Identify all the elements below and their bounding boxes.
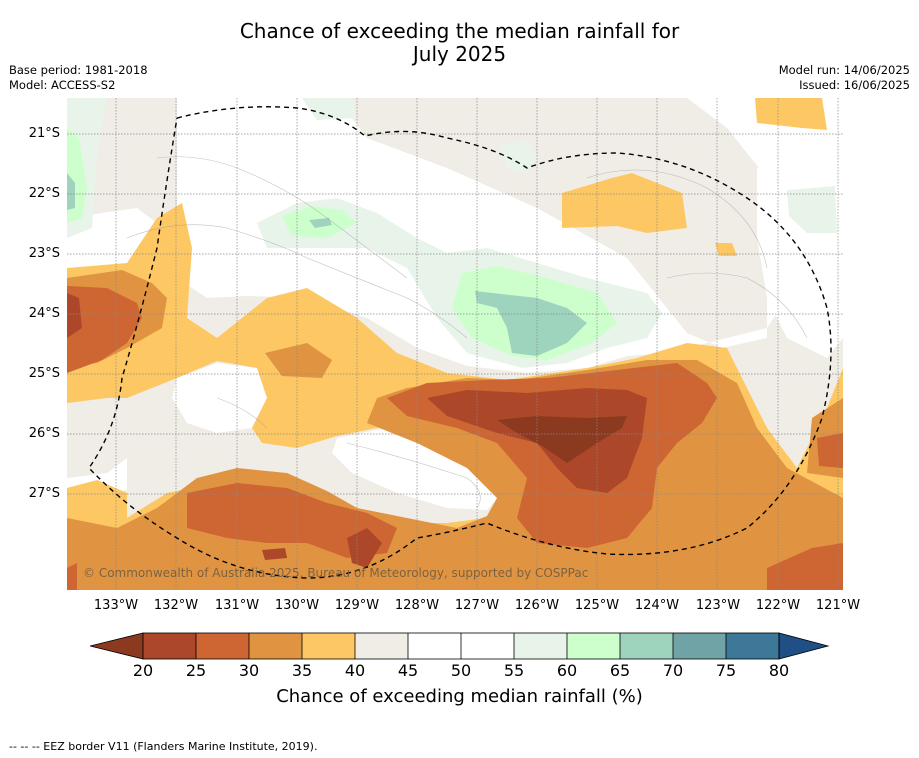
base-period: Base period: 1981-2018	[9, 63, 148, 77]
zone-20-25-south	[347, 528, 382, 568]
colorbar-bin	[514, 633, 567, 659]
lon-label: 125°W	[574, 598, 620, 613]
colorbar-bin	[302, 633, 355, 659]
zone-25-30-west	[67, 286, 142, 373]
colorbar-tick: 25	[185, 661, 207, 680]
lon-label: 127°W	[454, 598, 500, 613]
colorbar-high-arrow	[778, 632, 830, 660]
zone-45-55-southwest-pocket	[172, 363, 267, 433]
contour-lines	[126, 156, 808, 509]
colorbar-tick: 45	[397, 661, 419, 680]
map-title-line-2: July 2025	[412, 42, 507, 66]
zone-45-55-north	[177, 98, 843, 373]
colorbar-bin	[408, 633, 461, 659]
zone-20-25-west	[67, 293, 82, 338]
lat-label: 23°S	[28, 246, 60, 261]
colorbar-tick: 75	[715, 661, 737, 680]
zone-35-40-northeast	[562, 173, 687, 233]
zone-30-35-small	[265, 343, 332, 378]
colorbar-tick: 50	[450, 661, 472, 680]
zone-65-70-west	[309, 218, 332, 228]
colorbar-tick: 55	[503, 661, 525, 680]
zone-55-60-north-spot	[500, 140, 537, 173]
lat-label: 24°S	[28, 306, 60, 321]
lat-label: 25°S	[28, 366, 60, 381]
zone-55-60-north-strip	[302, 98, 357, 120]
zone-20-25-south-small	[262, 548, 287, 560]
lat-label: 26°S	[28, 426, 60, 441]
colorbar-low-arrow	[90, 632, 144, 660]
colorbar-bin	[143, 633, 196, 659]
zone-below-20	[497, 416, 627, 463]
zone-25-30-east-spot	[817, 433, 843, 468]
lon-label: 130°W	[274, 598, 320, 613]
colorbar-tick: 60	[556, 661, 578, 680]
lon-label: 123°W	[695, 598, 741, 613]
lon-label: 124°W	[634, 598, 680, 613]
eez-footnote: -- -- -- EEZ border V11 (Flanders Marine…	[9, 740, 318, 753]
map-title-line-1: Chance of exceeding the median rainfall …	[239, 19, 680, 43]
model-name: Model: ACCESS-S2	[9, 78, 116, 92]
colorbar-bin	[567, 633, 620, 659]
zone-35-40-top-right	[755, 98, 827, 130]
zone-25-30-southwest	[67, 563, 77, 590]
colorbar-bin	[673, 633, 726, 659]
lon-label: 129°W	[334, 598, 380, 613]
colorbar-bin	[355, 633, 408, 659]
model-run: Model run: 14/06/2025	[778, 63, 910, 77]
eez-border	[88, 106, 832, 579]
colorbar-label: Chance of exceeding median rainfall (%)	[276, 686, 643, 707]
zone-55-60-northeast-spot	[787, 186, 837, 233]
colorbar-tick: 80	[768, 661, 790, 680]
graticule	[67, 98, 843, 590]
lon-label: 131°W	[214, 598, 260, 613]
lat-label: 27°S	[28, 486, 60, 501]
lon-label: 132°W	[153, 598, 199, 613]
colorbar-tick: 40	[344, 661, 366, 680]
zone-65-70-west-edge	[67, 173, 75, 210]
issued-date: Issued: 16/06/2025	[799, 78, 910, 92]
zone-25-30-southeast	[767, 543, 843, 590]
lon-label: 133°W	[93, 598, 139, 613]
lon-label: 126°W	[514, 598, 560, 613]
rainfall-map: © Commonwealth of Australia 2025, Bureau…	[67, 98, 843, 590]
lat-label: 22°S	[28, 186, 60, 201]
colorbar	[90, 632, 830, 660]
lon-label: 121°W	[815, 598, 861, 613]
colorbar-tick: 20	[132, 661, 154, 680]
lon-label: 128°W	[394, 598, 440, 613]
colorbar-tick: 30	[238, 661, 260, 680]
colorbar-bin	[249, 633, 302, 659]
colorbar-bin	[196, 633, 249, 659]
zone-25-30-south	[187, 483, 397, 558]
zone-35-40-small-east	[715, 243, 737, 256]
colorbar-tick: 35	[291, 661, 313, 680]
colorbar-bin	[726, 633, 779, 659]
zone-65-70-central	[475, 291, 587, 356]
colorbar-tick: 65	[609, 661, 631, 680]
colorbar-tick: 70	[662, 661, 684, 680]
copyright-notice: © Commonwealth of Australia 2025, Bureau…	[83, 566, 588, 580]
colorbar-bin	[461, 633, 514, 659]
lat-label: 21°S	[28, 126, 60, 141]
lon-label: 122°W	[755, 598, 801, 613]
colorbar-bin	[620, 633, 673, 659]
